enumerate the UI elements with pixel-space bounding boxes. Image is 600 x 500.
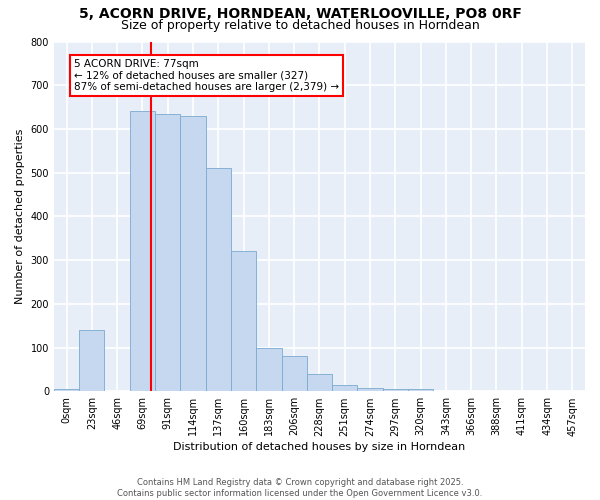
X-axis label: Distribution of detached houses by size in Horndean: Distribution of detached houses by size … bbox=[173, 442, 466, 452]
Y-axis label: Number of detached properties: Number of detached properties bbox=[15, 128, 25, 304]
Text: 5 ACORN DRIVE: 77sqm
← 12% of detached houses are smaller (327)
87% of semi-deta: 5 ACORN DRIVE: 77sqm ← 12% of detached h… bbox=[74, 59, 339, 92]
Bar bbox=[281, 356, 307, 392]
Bar bbox=[231, 252, 256, 392]
Text: Contains HM Land Registry data © Crown copyright and database right 2025.
Contai: Contains HM Land Registry data © Crown c… bbox=[118, 478, 482, 498]
Bar bbox=[181, 116, 206, 392]
Text: Size of property relative to detached houses in Horndean: Size of property relative to detached ho… bbox=[121, 18, 479, 32]
Bar bbox=[408, 389, 433, 392]
Bar bbox=[155, 114, 181, 392]
Bar bbox=[130, 112, 155, 392]
Bar bbox=[332, 385, 358, 392]
Bar bbox=[256, 348, 281, 392]
Bar bbox=[358, 388, 383, 392]
Bar bbox=[307, 374, 332, 392]
Bar bbox=[54, 389, 79, 392]
Text: 5, ACORN DRIVE, HORNDEAN, WATERLOOVILLE, PO8 0RF: 5, ACORN DRIVE, HORNDEAN, WATERLOOVILLE,… bbox=[79, 8, 521, 22]
Bar bbox=[79, 330, 104, 392]
Bar bbox=[383, 389, 408, 392]
Bar bbox=[206, 168, 231, 392]
